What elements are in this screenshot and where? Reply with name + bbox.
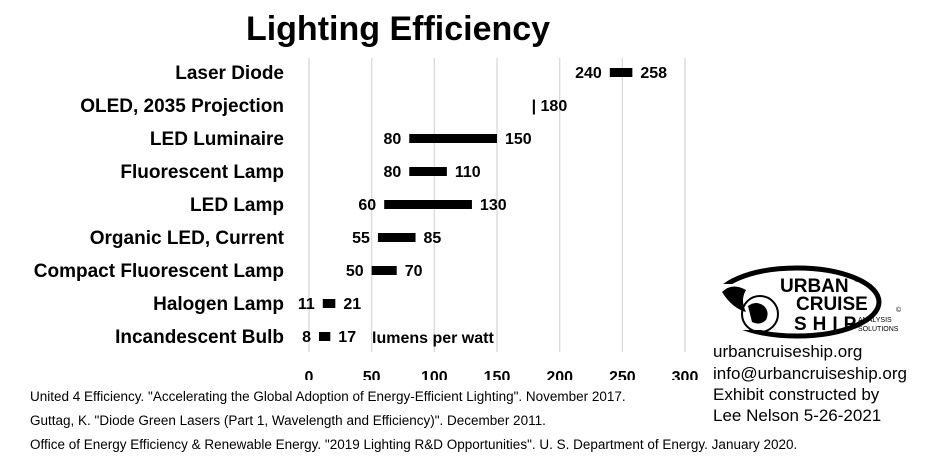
range-bar: [609, 68, 633, 77]
low-value-label: 8: [302, 329, 311, 346]
logo-copyright: ©: [896, 306, 902, 314]
wing-icon: [722, 286, 746, 312]
high-value-label: 17: [338, 329, 356, 346]
chart-title: Lighting Efficiency: [246, 10, 550, 48]
high-value-label: 130: [480, 197, 507, 214]
low-value-label: 50: [346, 263, 364, 280]
continent-icon: [748, 303, 768, 324]
low-value-label: 60: [358, 197, 376, 214]
range-bar: [377, 233, 416, 242]
category-label: LED Luminaire: [150, 129, 284, 150]
logo-sub-1: ANALYSIS: [858, 317, 892, 324]
high-value-label: 85: [424, 230, 442, 247]
x-axis-ticks: 0 50 100 150 200 250 300: [305, 369, 699, 380]
source-3: Office of Energy Efficiency & Renewable …: [30, 437, 798, 452]
source-2: Guttag, K. "Diode Green Lasers (Part 1, …: [30, 413, 546, 428]
logo-line-3: SHIP: [794, 314, 862, 335]
unit-label: lumens per watt: [372, 330, 494, 347]
high-value-label: 70: [405, 263, 423, 280]
category-label: Laser Diode: [175, 63, 284, 84]
range-bar: [384, 200, 472, 209]
logo-sub-2: SOLUTIONS: [858, 326, 899, 333]
logo-registered: ®: [854, 276, 860, 284]
range-bar: [371, 266, 397, 275]
x-tick-label: 150: [484, 369, 511, 380]
low-value-label: 80: [383, 131, 401, 148]
category-label: OLED, 2035 Projection: [80, 96, 284, 117]
email-text: info@urbancruiseship.org: [713, 364, 907, 383]
credit-line-1: Exhibit constructed by: [713, 385, 880, 404]
high-value-label: 110: [455, 164, 481, 181]
x-tick-label: 250: [609, 369, 636, 380]
x-tick-label: 100: [421, 369, 448, 380]
source-1: United 4 Efficiency. "Accelerating the G…: [30, 389, 626, 404]
category-label: Halogen Lamp: [153, 294, 284, 315]
low-value-label: 240: [575, 65, 602, 82]
high-value-label: 258: [640, 65, 667, 82]
low-value-label: 80: [383, 164, 401, 181]
x-tick-label: 300: [672, 369, 699, 380]
category-label: Compact Fluorescent Lamp: [34, 261, 284, 282]
high-value-label: 150: [505, 131, 532, 148]
category-label: Incandescent Bulb: [115, 327, 284, 348]
category-label: LED Lamp: [190, 195, 284, 216]
logo-line-1: URBAN: [780, 276, 849, 297]
x-tick-label: 0: [305, 369, 314, 380]
low-value-label: 55: [352, 230, 370, 247]
range-bar: [409, 167, 447, 176]
website-text: urbancruiseship.org: [713, 342, 863, 361]
range-bar: [409, 134, 497, 143]
high-value-label: | 180: [532, 98, 568, 115]
logo-line-2: CRUISE: [796, 294, 868, 315]
range-bars: [319, 68, 633, 341]
data-labels: 240 258 | 180 80 150 80 110 60 130 55 85 50 70 11 21 8 1…: [298, 65, 667, 346]
low-value-label: 11: [298, 296, 315, 313]
credit-line-2: Lee Nelson 5-26-2021: [713, 406, 882, 425]
category-labels: Laser Diode OLED, 2035 Projection LED Lumi…: [34, 63, 285, 348]
high-value-label: 21: [343, 296, 361, 313]
range-bar: [322, 299, 336, 308]
globe-icon: [741, 295, 779, 333]
urban-cruise-ship-logo: URBAN CRUISE SHIP ANALYSIS SOLUTIONS ® ©: [712, 265, 902, 339]
x-tick-label: 50: [363, 369, 381, 380]
category-label: Organic LED, Current: [90, 228, 285, 249]
x-tick-label: 200: [546, 369, 573, 380]
range-bar: [319, 332, 331, 341]
range-bar-chart: Lighting Efficiency Laser Diode OLED, 203…: [34, 10, 699, 380]
category-label: Fluorescent Lamp: [120, 162, 284, 183]
